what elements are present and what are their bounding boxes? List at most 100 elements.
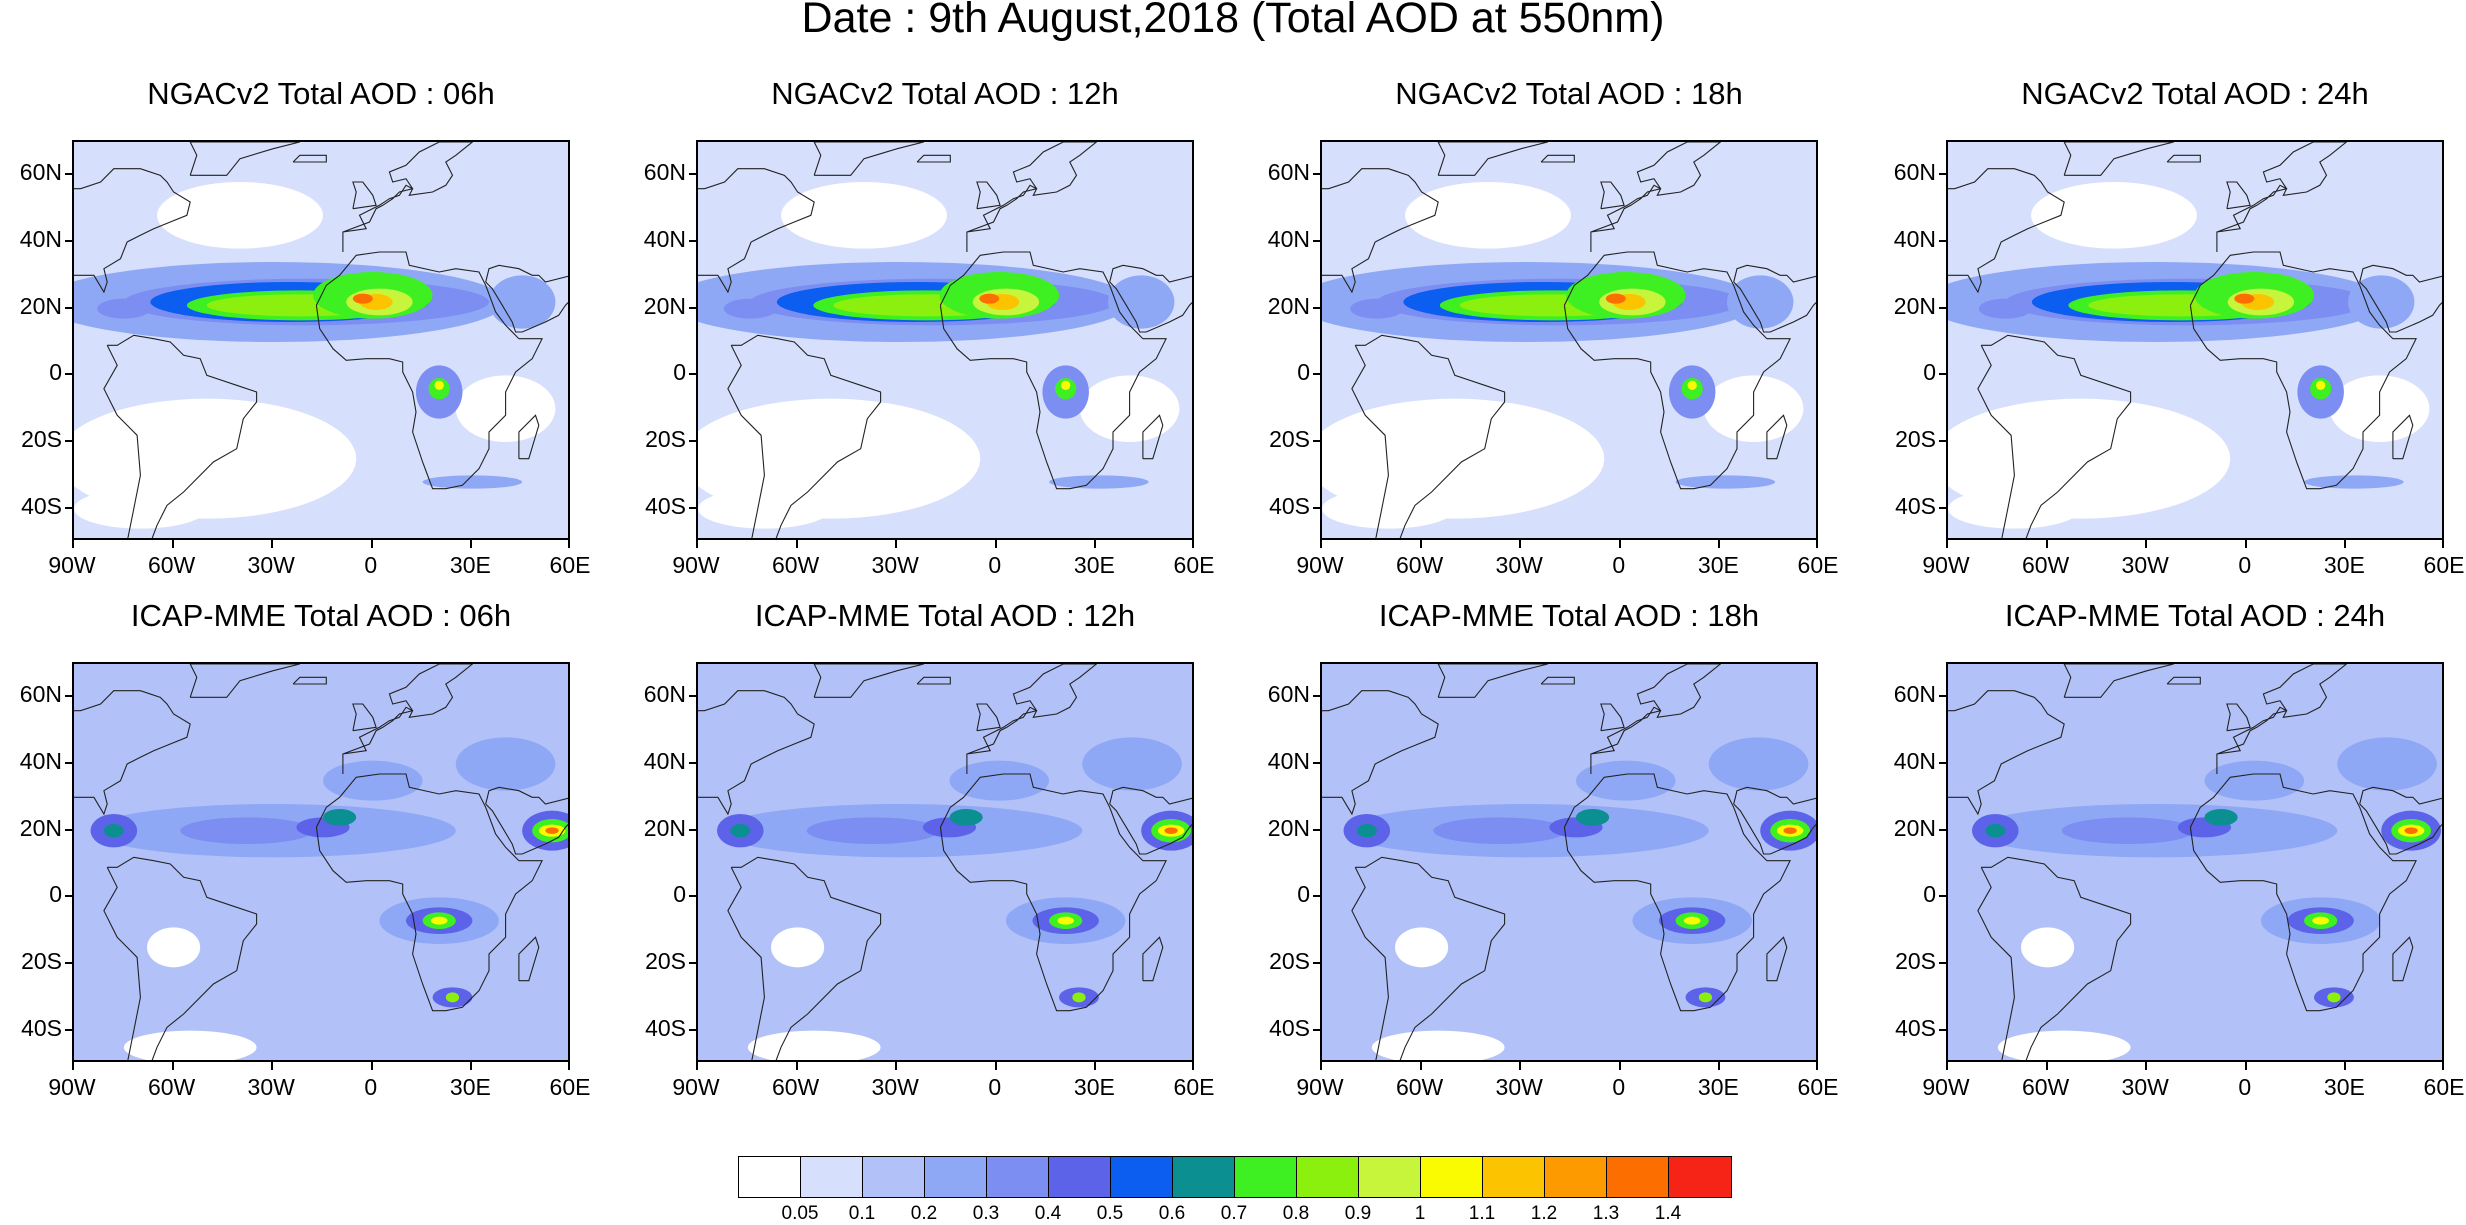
coastline	[976, 703, 1001, 732]
colorbar-swatch	[1669, 1157, 1731, 1197]
panel-title: NGACv2 Total AOD : 06h	[147, 76, 495, 111]
aod-plume	[1575, 809, 1610, 826]
longitude-tick	[2045, 1062, 2048, 1070]
map-panel: ICAP-MME Total AOD : 06h 60N 40N 20N 0 20S 40S…	[20, 598, 591, 1182]
map-frame	[696, 662, 1194, 1062]
map-frame	[1320, 662, 1818, 1062]
aod-map	[1322, 142, 1816, 538]
colorbar-label: 0.8	[1282, 1203, 1310, 1224]
longitude-label: 90W	[1296, 1074, 1344, 1100]
longitude-label: 30E	[1697, 1074, 1739, 1100]
aod-plume	[1675, 475, 1776, 489]
longitude-label: 90W	[48, 552, 96, 578]
latitude-label: 0	[673, 359, 686, 386]
longitude-tick	[1816, 540, 1818, 548]
aod-plume	[434, 380, 444, 390]
coastline	[1142, 414, 1164, 460]
coastline	[1948, 168, 2065, 294]
aod-plume	[1708, 737, 1809, 791]
longitude-tick	[370, 1062, 373, 1070]
latitude-label: 20S	[645, 948, 686, 974]
longitude-label: 30E	[449, 552, 491, 578]
longitude-label: 60W	[147, 1074, 196, 1100]
coastline	[727, 334, 882, 538]
latitude-label: 40N	[1893, 748, 1936, 774]
longitude-tick	[2145, 1062, 2148, 1070]
coastline	[1437, 142, 1548, 176]
longitude-tick	[1094, 540, 1097, 548]
latitude-label: 20N	[1893, 292, 1936, 319]
aod-plume	[2348, 275, 2415, 329]
latitude-label: 60N	[1267, 159, 1310, 186]
latitude-label: 0	[49, 359, 62, 386]
longitude-label: 60E	[1173, 1074, 1215, 1100]
longitude-tick	[2442, 540, 2444, 548]
latitude-label: 60N	[1267, 681, 1310, 708]
map-frame	[1946, 662, 2444, 1062]
latitude-label: 60N	[643, 681, 686, 708]
coastline	[2392, 936, 2414, 982]
coastline	[2359, 786, 2442, 855]
longitude-label: 60E	[2423, 552, 2465, 578]
aod-map	[74, 142, 568, 538]
latitude-tick	[1313, 306, 1320, 309]
aod-plume	[1072, 992, 1086, 1003]
aod-plume	[445, 992, 460, 1003]
longitude-tick	[370, 540, 373, 548]
coastline	[518, 414, 540, 460]
map-frame	[696, 140, 1194, 540]
map-panel: ICAP-MME Total AOD : 18h 60N 40N 20N 0 20S 40S…	[1268, 598, 1839, 1182]
latitude-label: 20N	[1267, 292, 1310, 319]
colorbar-swatch	[1049, 1157, 1111, 1197]
longitude-tick	[1618, 540, 1621, 548]
longitude-label: 90W	[672, 552, 720, 578]
colorbar-label: 0.3	[972, 1203, 1000, 1224]
coastline	[813, 142, 924, 176]
aod-plume	[949, 809, 983, 826]
longitude-tick	[470, 540, 473, 548]
latitude-label: 60N	[19, 159, 62, 186]
longitude-tick	[72, 540, 74, 548]
latitude-label: 0	[1923, 881, 1936, 908]
longitude-label: 60E	[549, 552, 591, 578]
coastline	[2216, 142, 2348, 252]
colorbar-label: 1.1	[1468, 1203, 1496, 1224]
latitude-tick	[689, 695, 696, 698]
aod-plume	[1687, 380, 1697, 390]
longitude-tick	[568, 1062, 570, 1070]
latitude-tick	[65, 695, 72, 698]
panel-title: NGACv2 Total AOD : 24h	[2021, 76, 2369, 111]
aod-plume	[1783, 827, 1797, 834]
colorbar-swatch	[1235, 1157, 1297, 1197]
latitude-tick	[1313, 962, 1320, 964]
aod-plume	[1108, 275, 1175, 329]
coastline	[189, 664, 300, 698]
longitude-label: 0	[988, 552, 1002, 578]
coastline	[315, 251, 543, 490]
aod-map	[1948, 142, 2442, 538]
coastline	[698, 168, 815, 294]
colorbar-label: 0.7	[1220, 1203, 1248, 1224]
longitude-tick	[1320, 540, 1322, 548]
longitude-label: 60E	[1173, 552, 1215, 578]
aod-plume	[1057, 916, 1074, 925]
coastline	[1351, 334, 1506, 538]
aod-plume	[1727, 275, 1794, 329]
latitude-label: 0	[1297, 359, 1310, 386]
longitude-tick	[271, 540, 274, 548]
longitude-tick	[795, 540, 798, 548]
panel-title: ICAP-MME Total AOD : 18h	[1378, 598, 1760, 633]
longitude-tick	[1618, 1062, 1621, 1070]
aod-plume	[1683, 916, 1701, 925]
longitude-tick	[2244, 540, 2247, 548]
colorbar-swatch	[801, 1157, 863, 1197]
latitude-tick	[689, 240, 696, 242]
latitude-tick	[1313, 695, 1320, 698]
latitude-tick	[1939, 306, 1946, 309]
longitude-label: 90W	[1922, 1074, 1970, 1100]
longitude-label: 0	[1612, 1074, 1626, 1100]
longitude-tick	[1946, 1062, 1948, 1070]
latitude-tick	[65, 240, 72, 242]
longitude-tick	[568, 540, 570, 548]
latitude-label: 0	[1297, 881, 1310, 908]
